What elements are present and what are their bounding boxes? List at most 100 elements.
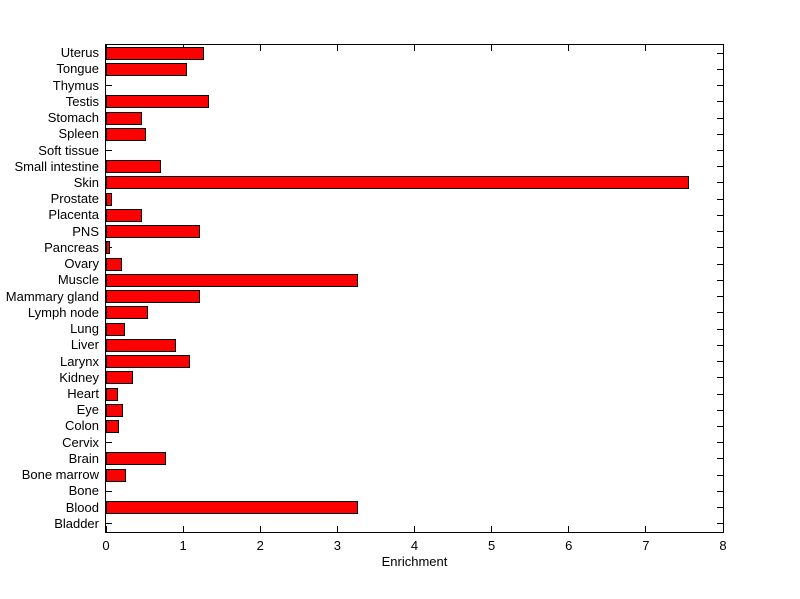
y-tick-mark-right: [717, 409, 723, 411]
bar: [106, 452, 166, 466]
bar: [106, 62, 188, 76]
bar: [106, 387, 118, 401]
y-tick-mark-right: [717, 247, 723, 249]
y-tick-mark: [106, 150, 112, 152]
y-tick-mark-right: [717, 214, 723, 216]
y-tick-label: Pancreas: [44, 239, 99, 255]
bar: [106, 419, 120, 433]
x-tick-label: 2: [256, 538, 264, 553]
y-tick-mark-right: [717, 296, 723, 298]
bar: [106, 403, 124, 417]
y-tick-label: Bladder: [54, 515, 99, 531]
y-tick-label: Prostate: [50, 191, 99, 207]
y-tick-label: Cervix: [62, 434, 99, 450]
bar: [106, 371, 134, 385]
y-tick-label: Thymus: [52, 77, 99, 93]
y-tick-mark-right: [717, 85, 723, 87]
y-tick-mark-right: [717, 523, 723, 525]
x-tick-label: 1: [179, 538, 187, 553]
y-tick-mark-right: [717, 150, 723, 152]
y-tick-label: Muscle: [57, 272, 99, 288]
y-tick-label: Tongue: [56, 61, 99, 77]
x-tick-mark: [645, 526, 647, 532]
y-tick-mark: [106, 442, 112, 444]
y-tick-label: Lung: [70, 321, 99, 337]
bar: [106, 241, 111, 255]
y-tick-mark-right: [717, 361, 723, 363]
bar: [106, 46, 205, 60]
y-tick-label: Mammary gland: [5, 288, 99, 304]
y-tick-label: Uterus: [60, 45, 99, 61]
y-tick-mark-right: [717, 101, 723, 103]
x-tick-label: 5: [488, 538, 496, 553]
y-tick-label: Brain: [68, 450, 99, 466]
y-tick-label: Bone: [68, 483, 99, 499]
y-tick-label: Bone marrow: [21, 467, 99, 483]
x-tick-mark: [259, 526, 261, 532]
bar: [106, 160, 161, 174]
x-tick-label: 3: [333, 538, 341, 553]
y-tick-mark-right: [717, 344, 723, 346]
x-tick-mark-top: [645, 45, 647, 51]
y-tick-mark-right: [717, 182, 723, 184]
y-tick-mark-right: [717, 425, 723, 427]
y-tick-mark-right: [717, 68, 723, 70]
x-tick-mark-top: [259, 45, 261, 51]
y-tick-mark-right: [717, 393, 723, 395]
y-tick-label: Placenta: [48, 207, 99, 223]
y-tick-mark-right: [717, 507, 723, 509]
y-tick-mark-right: [717, 442, 723, 444]
bar: [106, 176, 690, 190]
y-tick-mark-right: [717, 52, 723, 54]
x-tick-label: 6: [565, 538, 573, 553]
x-tick-mark-top: [491, 45, 493, 51]
x-tick-label: 0: [102, 538, 110, 553]
y-tick-label: Blood: [65, 499, 99, 515]
bar: [106, 468, 127, 482]
bar: [106, 192, 113, 206]
x-tick-label: 4: [410, 538, 419, 553]
x-tick-mark: [105, 526, 107, 532]
x-tick-mark-top: [568, 45, 570, 51]
y-tick-mark-right: [717, 231, 723, 233]
bar: [106, 355, 191, 369]
y-tick-mark-right: [717, 312, 723, 314]
bar: [106, 338, 177, 352]
x-tick-mark-top: [722, 45, 724, 51]
x-tick-mark: [414, 526, 415, 532]
y-tick-mark-right: [717, 133, 723, 135]
x-tick-mark: [336, 526, 338, 532]
bar: [106, 111, 142, 125]
x-axis-label: Enrichment: [381, 554, 448, 569]
bar: [106, 127, 147, 141]
y-tick-mark-right: [717, 328, 723, 330]
y-tick-label: Skin: [73, 174, 99, 190]
x-tick-mark: [182, 526, 184, 532]
y-tick-mark-right: [717, 117, 723, 119]
x-tick-mark: [491, 526, 493, 532]
x-tick-mark: [568, 526, 570, 532]
bar: [106, 501, 359, 515]
plot-area: [105, 44, 724, 533]
y-tick-label: Spleen: [58, 126, 99, 142]
y-tick-label: Small intestine: [14, 158, 99, 174]
y-tick-label: Eye: [76, 402, 99, 418]
y-tick-label: Stomach: [47, 110, 99, 126]
y-tick-mark-right: [717, 166, 723, 168]
bar: [106, 273, 359, 287]
y-tick-mark-right: [717, 279, 723, 281]
y-tick-label: Heart: [67, 386, 99, 402]
y-tick-mark-right: [717, 377, 723, 379]
x-tick-mark-top: [336, 45, 338, 51]
y-tick-mark-right: [717, 490, 723, 492]
bar: [106, 322, 125, 336]
y-tick-label: PNS: [72, 223, 99, 239]
y-tick-label: Lymph node: [27, 304, 99, 320]
y-tick-label: Liver: [70, 337, 99, 353]
y-tick-label: Larynx: [59, 353, 99, 369]
bar: [106, 290, 201, 304]
y-tick-mark-right: [717, 474, 723, 476]
x-tick-label: 7: [642, 538, 650, 553]
y-tick-label: Colon: [65, 418, 99, 434]
